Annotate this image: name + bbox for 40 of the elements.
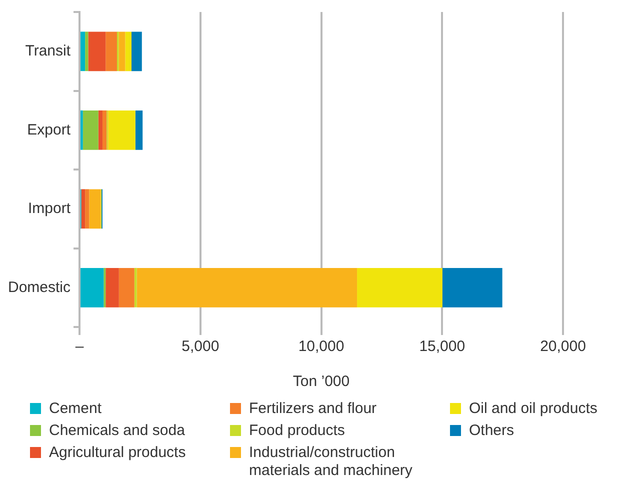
bar bbox=[80, 268, 104, 308]
y-tick-label: Domestic bbox=[8, 278, 72, 296]
y-tick-label: Export bbox=[27, 121, 72, 138]
bar bbox=[357, 268, 442, 308]
bar bbox=[81, 189, 86, 229]
bar bbox=[85, 189, 90, 229]
bar bbox=[88, 32, 106, 72]
legend-label: Agricultural products bbox=[49, 444, 186, 462]
x-tick-label: – bbox=[75, 338, 84, 356]
bar bbox=[125, 32, 132, 72]
y-tick-label: Import bbox=[28, 200, 72, 218]
bar bbox=[135, 110, 143, 150]
legend-label: Oil and oil products bbox=[469, 400, 598, 418]
legend-label: Chemicals and soda bbox=[49, 422, 185, 440]
bar bbox=[108, 110, 136, 150]
legend-label: Industrial/construction materials and machinery bbox=[249, 444, 414, 480]
bar bbox=[89, 189, 101, 229]
x-tick-label: 10,000 bbox=[298, 338, 344, 356]
x-tick-label: 15,000 bbox=[419, 338, 466, 356]
bar bbox=[134, 268, 137, 308]
bar bbox=[102, 110, 107, 150]
legend-label: Fertilizers and flour bbox=[249, 400, 377, 418]
x-axis-title: Ton ’000 bbox=[292, 373, 350, 390]
x-tick-label: 5,000 bbox=[182, 338, 220, 356]
bar bbox=[118, 268, 134, 308]
bar bbox=[131, 32, 142, 72]
bar bbox=[106, 268, 119, 308]
bar bbox=[136, 268, 358, 308]
bar bbox=[442, 268, 502, 308]
bar bbox=[80, 32, 86, 72]
legend-label: Others bbox=[469, 422, 514, 440]
bar bbox=[82, 110, 98, 150]
bar bbox=[106, 32, 117, 72]
x-tick-label: 20,000 bbox=[540, 338, 586, 356]
y-tick-label: Transit bbox=[25, 42, 72, 60]
legend-label: Cement bbox=[49, 400, 102, 418]
bar bbox=[98, 110, 102, 150]
legend-label: Food products bbox=[249, 422, 345, 440]
bar bbox=[118, 32, 126, 72]
bar bbox=[85, 32, 88, 72]
